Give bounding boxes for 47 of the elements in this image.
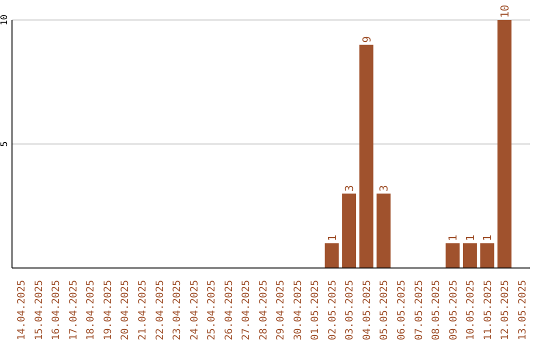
x-tick-label: 28.04.2025 <box>258 280 270 340</box>
x-tick-label: 21.04.2025 <box>138 280 148 340</box>
data-label: 3 <box>343 184 356 192</box>
bar <box>342 194 356 268</box>
x-tick-label: 19.04.2025 <box>102 280 114 340</box>
x-tick-label: 20.04.2025 <box>120 280 132 340</box>
x-tick-label: 30.04.2025 <box>292 280 304 340</box>
data-label: 1 <box>464 234 477 242</box>
x-tick-label: 15.04.2025 <box>34 280 45 340</box>
x-tick-label: 23.04.2025 <box>172 280 184 340</box>
x-tick-label: 25.04.2025 <box>206 280 218 340</box>
data-label: 1 <box>326 234 339 242</box>
bar <box>359 44 374 268</box>
x-tick-label: 27.04.2025 <box>241 280 252 340</box>
data-label: 9 <box>360 36 374 43</box>
data-label: 1 <box>481 234 494 242</box>
x-tick-label: 04.05.2025 <box>362 280 373 340</box>
x-tick-label: 03.05.2025 <box>344 280 356 340</box>
x-tick-label: 12.05.2025 <box>500 280 512 340</box>
x-tick-label: 26.04.2025 <box>224 280 235 340</box>
x-tick-label: 02.05.2025 <box>327 280 338 340</box>
bar <box>446 243 460 268</box>
x-tick-label: 22.04.2025 <box>154 280 166 340</box>
x-tick-label: 13.05.2025 <box>517 280 528 340</box>
x-tick-label: 14.04.2025 <box>16 280 28 340</box>
x-tick-label: 24.04.2025 <box>189 280 200 340</box>
x-tick-label: 07.05.2025 <box>414 280 425 340</box>
x-tick-label: 17.04.2025 <box>68 280 80 340</box>
y-tick-label: 5 <box>0 141 10 147</box>
bar <box>462 243 477 268</box>
bar <box>324 243 339 268</box>
x-tick-label: 10.05.2025 <box>466 280 477 340</box>
x-tick-label: 01.05.2025 <box>310 280 322 340</box>
x-tick-label: 08.05.2025 <box>431 280 442 340</box>
bar <box>497 20 512 268</box>
bar <box>480 243 494 268</box>
data-label: 1 <box>446 234 460 242</box>
x-tick-label: 09.05.2025 <box>448 280 460 340</box>
x-tick-label: 11.05.2025 <box>482 280 494 340</box>
bar <box>376 194 391 268</box>
x-tick-label: 29.04.2025 <box>276 280 287 340</box>
data-label: 10 <box>498 4 512 18</box>
x-tick-label: 16.04.2025 <box>51 280 62 340</box>
x-tick-label: 18.04.2025 <box>86 280 97 340</box>
x-tick-label: 06.05.2025 <box>396 280 408 340</box>
data-label: 3 <box>378 184 391 192</box>
x-tick-label: 05.05.2025 <box>379 280 390 340</box>
